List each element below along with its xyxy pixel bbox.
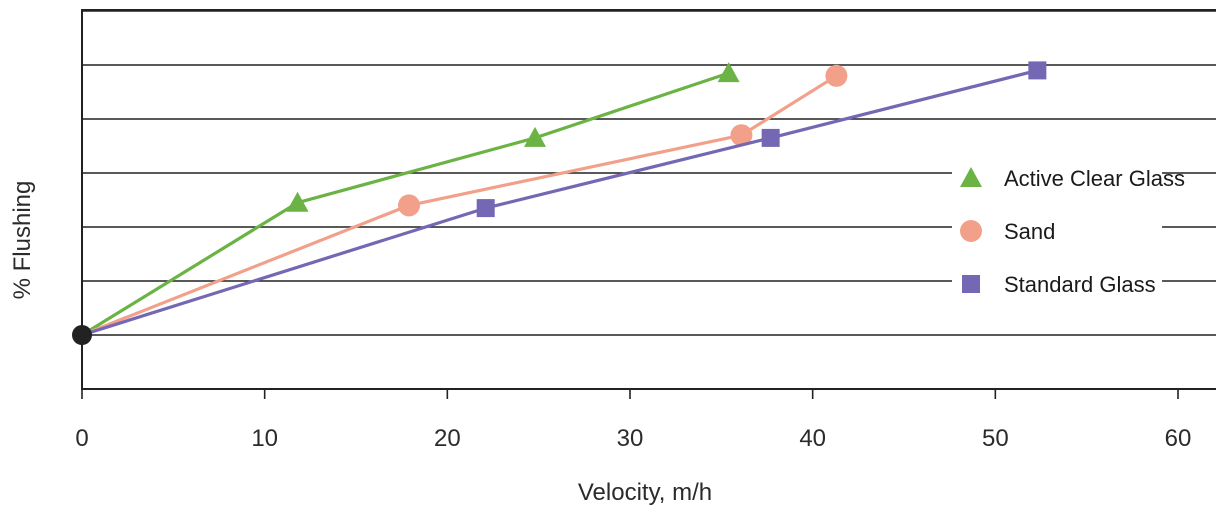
x-tick-label: 0 bbox=[75, 425, 88, 452]
x-tick-label: 20 bbox=[434, 425, 461, 452]
data-point bbox=[286, 191, 309, 212]
legend-item: Sand bbox=[960, 219, 1055, 244]
legend-item: Standard Glass bbox=[962, 272, 1156, 297]
legend-marker bbox=[960, 220, 982, 242]
series-layer bbox=[81, 61, 1047, 337]
plot-frame bbox=[81, 9, 1216, 390]
data-point bbox=[717, 62, 740, 83]
series-line bbox=[81, 71, 730, 337]
legend-marker bbox=[962, 275, 980, 293]
x-axis: 0 10 20 30 40 50 60 bbox=[75, 389, 1191, 452]
data-point bbox=[825, 64, 848, 87]
legend-label: Standard Glass bbox=[1004, 272, 1156, 297]
data-point bbox=[524, 126, 547, 147]
legend-label: Sand bbox=[1004, 219, 1055, 244]
data-point bbox=[730, 124, 753, 147]
legend: Active Clear Glass Sand Standard Glass bbox=[952, 155, 1185, 305]
series-active-clear-glass bbox=[81, 62, 740, 337]
legend-background bbox=[952, 155, 1162, 305]
legend-item: Active Clear Glass bbox=[960, 166, 1185, 191]
x-tick-label: 50 bbox=[982, 425, 1009, 452]
y-axis-title: % Flushing bbox=[9, 181, 36, 300]
data-point bbox=[476, 199, 495, 218]
data-point bbox=[397, 194, 420, 217]
data-point bbox=[1028, 61, 1047, 80]
series-line bbox=[81, 74, 838, 337]
x-axis-title: Velocity, m/h bbox=[578, 479, 712, 506]
legend-marker bbox=[960, 167, 982, 187]
data-point bbox=[761, 128, 780, 147]
x-tick-label: 40 bbox=[799, 425, 826, 452]
series-line bbox=[81, 68, 1038, 337]
x-tick-label: 10 bbox=[251, 425, 278, 452]
x-tick-label: 60 bbox=[1165, 425, 1192, 452]
origin-marker bbox=[72, 325, 92, 345]
x-tick-label: 30 bbox=[617, 425, 644, 452]
series-standard-glass bbox=[81, 61, 1047, 337]
legend-label: Active Clear Glass bbox=[1004, 166, 1185, 191]
series-sand bbox=[81, 64, 848, 337]
